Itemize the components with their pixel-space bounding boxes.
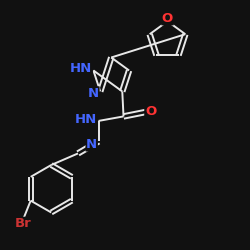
Text: Br: Br (15, 217, 32, 230)
Text: HN: HN (74, 113, 96, 126)
Text: O: O (145, 106, 156, 118)
Text: N: N (88, 87, 99, 100)
Text: N: N (86, 138, 97, 151)
Text: O: O (162, 12, 173, 25)
Text: HN: HN (70, 62, 92, 75)
